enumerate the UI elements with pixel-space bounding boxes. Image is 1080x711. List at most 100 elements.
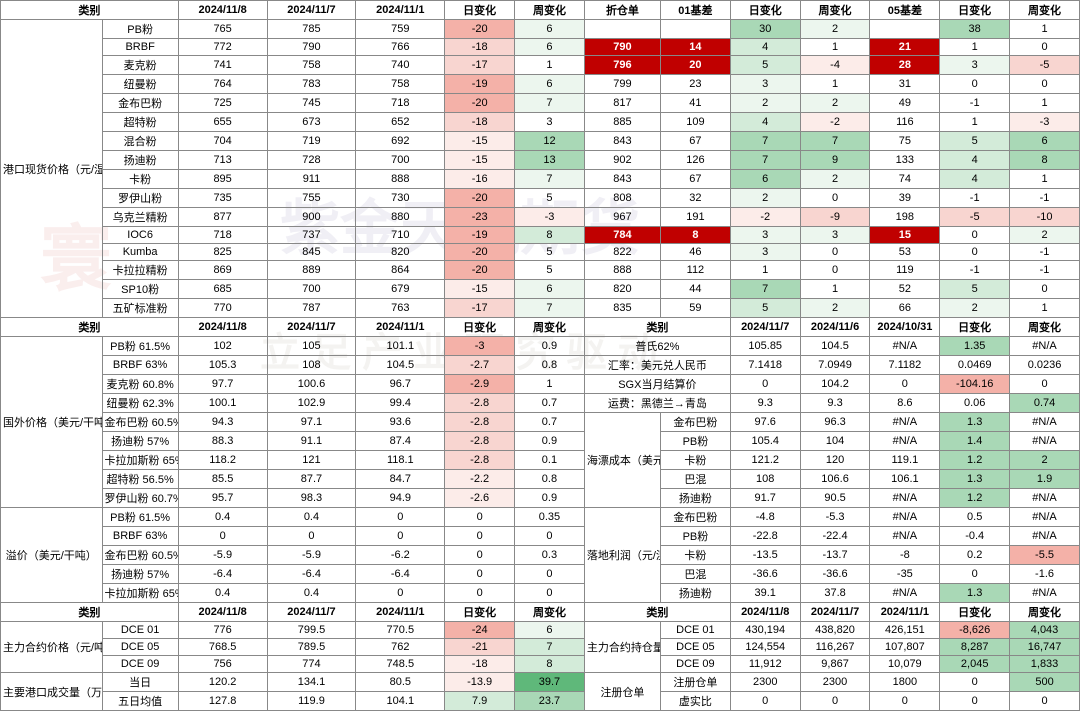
cell: 周变化 [1010,603,1080,622]
cell: 5 [940,280,1010,299]
cell: -13.7 [800,546,870,565]
cell: 789.5 [267,639,356,656]
cell: 679 [356,280,445,299]
cell: -5 [940,208,1010,227]
cell: 104.5 [800,337,870,356]
cell: 32 [661,189,731,208]
header-category: 类别 [1,1,179,20]
cell: 102.9 [267,394,356,413]
cell: 85.5 [178,470,267,489]
cell: 799 [584,75,660,94]
cell: 0 [515,584,585,603]
cell: #N/A [1010,413,1080,432]
cell: -15 [445,132,515,151]
cell: -20 [445,94,515,113]
cell: 88.3 [178,432,267,451]
cell: 20 [661,56,731,75]
cell: 1 [800,75,870,94]
cell: 96.3 [800,413,870,432]
cell: 9.3 [730,394,800,413]
cell: 1800 [870,673,940,692]
cell: 1 [730,261,800,280]
cell: 扬迪粉 57% [102,565,178,584]
cell: 8 [661,227,731,244]
cell: 1.35 [940,337,1010,356]
cell: 2024/11/8 [178,318,267,337]
cell: -10 [1010,208,1080,227]
cell: 2024/11/7 [267,1,356,20]
cell: 2,045 [940,656,1010,673]
cell: 80.5 [356,673,445,692]
cell: -8,626 [940,622,1010,639]
cell: 700 [356,151,445,170]
cell: 90.5 [800,489,870,508]
cell: 74 [870,170,940,189]
cell: 4 [730,39,800,56]
cell: 843 [584,132,660,151]
cell: 768.5 [178,639,267,656]
cell: 0.4 [178,584,267,603]
cell: -21 [445,639,515,656]
cell: 710 [356,227,445,244]
cell: -1 [940,94,1010,113]
cell: 97.6 [730,413,800,432]
cell: 719 [267,132,356,151]
row-name: SP10粉 [102,280,178,299]
cell: 785 [267,20,356,39]
cell: 卡粉 [661,451,731,470]
cell: PB粉 61.5% [102,337,178,356]
cell: 880 [356,208,445,227]
cell: 2024/11/7 [730,318,800,337]
cell: 周变化 [515,603,585,622]
cell: 0 [730,375,800,394]
cell: 4 [730,113,800,132]
cell: 766 [356,39,445,56]
cell: 49 [870,94,940,113]
cell: 53 [870,244,940,261]
cell: 6 [515,20,585,39]
cell: 13 [515,151,585,170]
cell: 0.5 [940,508,1010,527]
cell: 0 [800,261,870,280]
cell: 2 [1010,451,1080,470]
cell: 758 [356,75,445,94]
cell: -104.16 [940,375,1010,394]
cell: 日变化 [445,1,515,20]
cell: 1,833 [1010,656,1080,673]
cell: 119.1 [870,451,940,470]
cell: 0 [730,692,800,711]
cell: 1.2 [940,451,1010,470]
cell: -2.9 [445,375,515,394]
cell: 28 [870,56,940,75]
cell: 98.3 [267,489,356,508]
cell: 0 [356,527,445,546]
cell: 1.4 [940,432,1010,451]
row-name: 麦克粉 [102,56,178,75]
row-name: 五矿标准粉 [102,299,178,318]
cell: 0 [356,584,445,603]
cell: -6.4 [267,565,356,584]
cell: PB粉 [661,432,731,451]
cell: 1 [1010,20,1080,39]
cell: 2 [730,189,800,208]
cell: 1 [800,39,870,56]
cell: 59 [661,299,731,318]
cell: 金布巴粉 60.5% [102,546,178,565]
cell: 扬迪粉 57% [102,432,178,451]
cell: 30 [730,20,800,39]
section-a-title: 港口现货价格（元/湿吨） [1,20,103,318]
cell: 7 [730,151,800,170]
cell: 汇率：美元兑人民币 [584,356,730,375]
cell: BRBF 63% [102,356,178,375]
cell: 93.6 [356,413,445,432]
cell: 2024/11/1 [356,318,445,337]
cell: 1.2 [940,489,1010,508]
cell: #N/A [1010,489,1080,508]
cell: -8 [870,546,940,565]
cell: 0.4 [267,508,356,527]
cell: 38 [940,20,1010,39]
cell: 825 [178,244,267,261]
cell: 8,287 [940,639,1010,656]
cell: 周变化 [800,1,870,20]
cell: 主力合约持仓量（手） [584,622,660,673]
